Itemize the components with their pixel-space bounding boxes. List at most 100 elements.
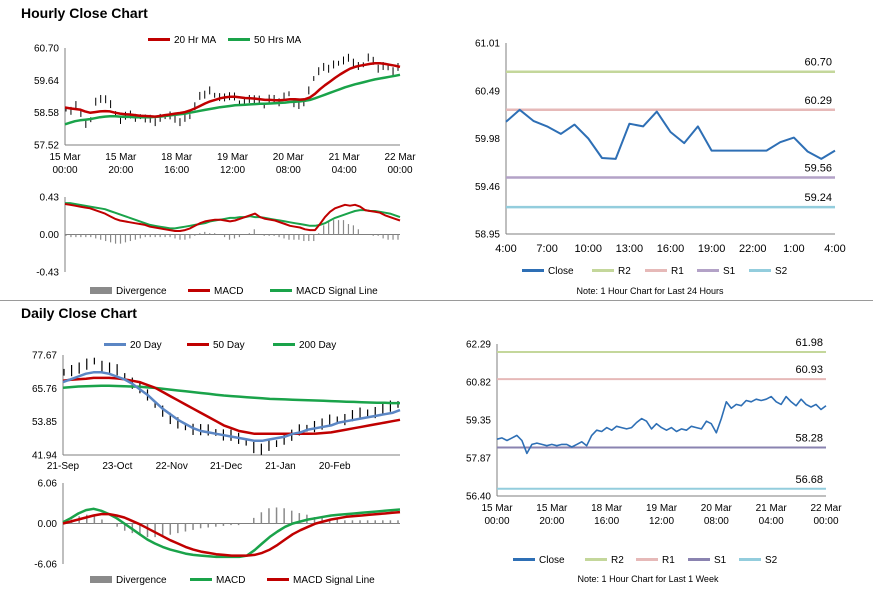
hourly-price-y-tick-label: 58.58 <box>34 108 59 119</box>
daily-levels-x-tick-label: 20:00 <box>539 516 564 527</box>
daily-level-s1-label: 58.28 <box>795 432 823 444</box>
daily-price-y-tick-label: 41.94 <box>32 451 57 462</box>
hourly-price-x-tick-label: 00:00 <box>52 165 77 176</box>
hourly-price-x-tick-label: 16:00 <box>164 165 189 176</box>
hourly-macd-y-tick-label: 0.43 <box>40 193 60 204</box>
hourly-levels-legend-label: R2 <box>618 266 631 277</box>
hourly-levels-y-tick-label: 59.98 <box>475 134 500 145</box>
daily-price-legend-label: 200 Day <box>299 340 336 351</box>
daily-macd-y-tick-label: 6.06 <box>38 479 58 490</box>
hourly-levels-x-tick-label: 7:00 <box>536 243 557 255</box>
daily-price-legend-label: 50 Day <box>213 340 245 351</box>
daily-level-s2-label: 56.68 <box>795 474 823 486</box>
hourly-close-chart-title: Hourly Close Chart <box>21 5 148 21</box>
daily-macd-legend-label: MACD Signal Line <box>293 575 375 586</box>
hourly-levels-legend-label: R1 <box>671 266 684 277</box>
hourly-macd-legend-label: MACD Signal Line <box>296 286 378 297</box>
hourly-price-x-tick-label: 12:00 <box>220 165 245 176</box>
hourly-level-s2-label: 59.24 <box>804 192 832 204</box>
hourly-levels-y-tick-label: 58.95 <box>475 230 500 241</box>
daily-levels-note: Note: 1 Hour Chart for Last 1 Week <box>578 574 719 584</box>
hourly-price-x-tick-label: 21 Mar <box>329 152 361 163</box>
daily-levels-legend-label: R1 <box>662 555 675 566</box>
daily-levels-x-tick-label: 00:00 <box>813 516 838 527</box>
daily-levels-x-tick-label: 20 Mar <box>701 503 733 514</box>
hourly-levels-legend-label: S2 <box>775 266 788 277</box>
daily-levels-legend-label: S2 <box>765 555 778 566</box>
section-divider <box>0 300 873 301</box>
hourly-macd-signal-line <box>65 202 401 230</box>
hourly-macd-legend-swatch <box>90 287 112 294</box>
hourly-price-x-tick-label: 15 Mar <box>49 152 81 163</box>
hourly-macd-legend-label: MACD <box>214 286 243 297</box>
hourly-levels-x-tick-label: 16:00 <box>657 243 685 255</box>
daily-price-x-tick-label: 21-Sep <box>47 461 80 472</box>
hourly-levels-legend-label: S1 <box>723 266 736 277</box>
daily-macd-legend-label: MACD <box>216 575 245 586</box>
hourly-levels-x-tick-label: 4:00 <box>495 243 516 255</box>
hourly-price-y-tick-label: 57.52 <box>34 141 59 152</box>
hourly-price-y-tick-label: 60.70 <box>34 44 59 55</box>
daily-levels-x-tick-label: 16:00 <box>594 516 619 527</box>
hourly-macd-y-tick-label: 0.00 <box>40 230 60 241</box>
hourly-price-x-tick-label: 19 Mar <box>217 152 249 163</box>
daily-price-y-tick-label: 65.76 <box>32 384 57 395</box>
hourly-price-x-tick-label: 15 Mar <box>105 152 137 163</box>
daily-price-y-tick-label: 77.67 <box>32 351 57 362</box>
daily-macd-y-tick-label: -6.06 <box>34 560 57 571</box>
hourly-price-y-tick-label: 59.64 <box>34 76 59 87</box>
hourly-macd-y-tick-label: -0.43 <box>36 268 59 279</box>
daily-levels-x-tick-label: 00:00 <box>484 516 509 527</box>
daily-levels-legend-label: R2 <box>611 555 624 566</box>
hourly-price-legend-label: 50 Hrs MA <box>254 35 302 46</box>
daily-levels-legend-label: S1 <box>714 555 727 566</box>
hourly-price-x-tick-label: 18 Mar <box>161 152 193 163</box>
hourly-levels-y-tick-label: 60.49 <box>475 86 500 97</box>
daily-macd-legend-swatch <box>90 576 112 583</box>
hourly-macd-legend-label: Divergence <box>116 286 167 297</box>
hourly-price-x-tick-label: 04:00 <box>332 165 357 176</box>
daily-levels-x-tick-label: 15 Mar <box>536 503 568 514</box>
hourly-levels-x-tick-label: 19:00 <box>698 243 726 255</box>
daily-level-r1-label: 60.93 <box>795 364 823 376</box>
hourly-price-x-tick-label: 20 Mar <box>273 152 305 163</box>
hourly-level-r2-label: 60.70 <box>804 57 832 69</box>
daily-price-legend-label: 20 Day <box>130 340 162 351</box>
hourly-levels-x-tick-label: 4:00 <box>824 243 845 255</box>
daily-20day-ma-line <box>62 371 401 443</box>
daily-price-x-tick-label: 23-Oct <box>102 461 132 472</box>
daily-macd-signal-line <box>62 510 401 557</box>
daily-levels-x-tick-label: 21 Mar <box>756 503 788 514</box>
hourly-levels-note: Note: 1 Hour Chart for Last 24 Hours <box>576 286 724 296</box>
hourly-levels-x-tick-label: 22:00 <box>739 243 767 255</box>
daily-levels-y-tick-label: 59.35 <box>466 416 491 427</box>
daily-levels-y-tick-label: 60.82 <box>466 378 491 389</box>
hourly-levels-x-tick-label: 1:00 <box>783 243 804 255</box>
hourly-50hr-ma-line <box>64 73 401 126</box>
hourly-levels-x-tick-label: 13:00 <box>616 243 644 255</box>
hourly-price-x-tick-label: 00:00 <box>387 165 412 176</box>
daily-levels-x-tick-label: 04:00 <box>759 516 784 527</box>
hourly-level-s1-label: 59.56 <box>804 162 832 174</box>
daily-levels-y-tick-label: 56.40 <box>466 492 491 503</box>
daily-levels-x-tick-label: 22 Mar <box>810 503 842 514</box>
hourly-levels-close-line <box>505 108 836 160</box>
daily-levels-x-tick-label: 18 Mar <box>591 503 623 514</box>
hourly-price-x-tick-label: 20:00 <box>108 165 133 176</box>
hourly-levels-legend-label: Close <box>548 266 574 277</box>
hourly-level-r1-label: 60.29 <box>804 95 832 107</box>
daily-levels-legend-label: Close <box>539 555 565 566</box>
daily-levels-y-tick-label: 57.87 <box>466 454 491 465</box>
daily-macd-legend-label: Divergence <box>116 575 167 586</box>
daily-levels-y-tick-label: 62.29 <box>466 340 491 351</box>
daily-level-r2-label: 61.98 <box>795 337 823 349</box>
daily-price-x-tick-label: 22-Nov <box>156 461 188 472</box>
hourly-price-legend-label: 20 Hr MA <box>174 35 217 46</box>
daily-price-x-tick-label: 21-Dec <box>210 461 242 472</box>
daily-levels-x-tick-label: 12:00 <box>649 516 674 527</box>
hourly-price-x-tick-label: 08:00 <box>276 165 301 176</box>
daily-200day-ma-line <box>62 384 400 405</box>
hourly-macd-line <box>64 203 401 232</box>
hourly-price-x-tick-label: 22 Mar <box>384 152 416 163</box>
